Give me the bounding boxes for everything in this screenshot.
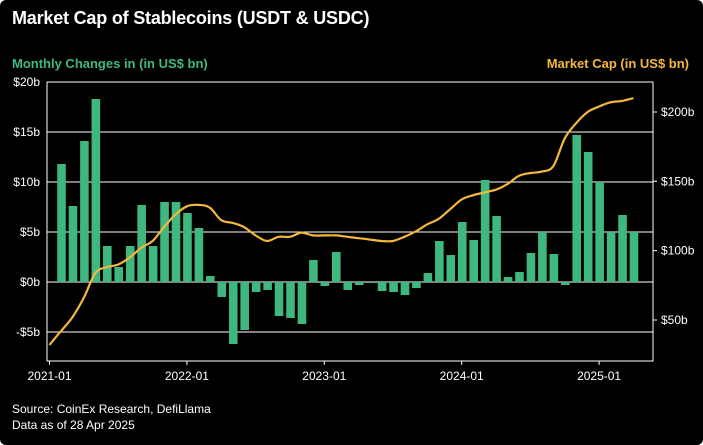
x-tick-label: 2025-01 <box>577 369 621 383</box>
bar-monthly-change <box>114 267 124 282</box>
bar-monthly-change <box>515 272 524 282</box>
bar-monthly-change <box>297 282 307 324</box>
bar-monthly-change <box>446 255 456 282</box>
bar-monthly-change <box>389 282 398 292</box>
bar-monthly-change <box>538 232 547 282</box>
right-tick-label: $150b <box>661 174 695 188</box>
bar-monthly-change <box>343 282 353 290</box>
left-tick-label: -$5b <box>16 325 40 339</box>
bar-monthly-change <box>377 282 387 291</box>
bar-monthly-change <box>629 232 639 282</box>
bar-monthly-change <box>125 246 135 282</box>
bar-monthly-change <box>148 246 158 282</box>
bar-monthly-change <box>561 282 570 285</box>
bar-monthly-change <box>332 252 341 282</box>
left-tick-label: $0b <box>20 275 40 289</box>
data-date-note: Data as of 28 Apr 2025 <box>12 418 135 432</box>
bar-monthly-change <box>228 282 238 344</box>
source-note: Source: CoinEx Research, DefiLlama <box>12 402 211 416</box>
market-cap-line <box>48 97 634 346</box>
left-tick-label: $15b <box>13 125 40 139</box>
bar-monthly-change <box>412 282 421 288</box>
right-tick-label: $100b <box>661 244 695 258</box>
bar-monthly-change <box>583 152 593 282</box>
bar-monthly-change <box>274 282 284 316</box>
bar-monthly-change <box>251 282 261 292</box>
left-tick-label: $20b <box>13 75 40 89</box>
bar-monthly-change <box>366 282 375 283</box>
bar-monthly-change <box>354 282 364 285</box>
x-tick-label: 2024-01 <box>440 369 484 383</box>
bar-monthly-change <box>160 202 169 282</box>
bar-monthly-change <box>320 282 330 286</box>
left-tick-label: $5b <box>20 225 40 239</box>
bar-monthly-change <box>206 276 215 282</box>
bar-monthly-change <box>286 282 295 318</box>
bar-monthly-change <box>469 240 478 282</box>
x-tick-label: 2021-01 <box>27 369 71 383</box>
bar-monthly-change <box>492 216 501 282</box>
plot-frame <box>46 81 654 362</box>
bar-monthly-change <box>309 260 318 282</box>
bar-monthly-change <box>263 282 272 290</box>
bar-monthly-change <box>572 135 582 282</box>
bar-monthly-change <box>423 273 433 282</box>
right-tick-label: $200b <box>661 105 695 119</box>
bar-monthly-change <box>57 164 66 282</box>
bar-monthly-change <box>183 213 192 282</box>
bar-monthly-change <box>503 277 513 282</box>
bar-monthly-change <box>480 180 490 282</box>
bar-monthly-change <box>240 282 249 330</box>
bar-monthly-change <box>194 228 204 282</box>
right-axis-title: Market Cap (in US$ bn) <box>546 56 689 71</box>
bar-monthly-change <box>103 246 112 282</box>
x-tick-label: 2022-01 <box>165 369 209 383</box>
left-tick-label: $10b <box>13 175 40 189</box>
x-tick-label: 2023-01 <box>302 369 346 383</box>
bar-monthly-change <box>606 232 616 282</box>
bar-monthly-change <box>457 222 467 282</box>
bar-monthly-change <box>618 215 627 282</box>
bar-monthly-change <box>91 99 101 282</box>
bar-monthly-change <box>595 182 604 282</box>
right-tick-label: $50b <box>661 313 688 327</box>
bar-monthly-change <box>137 205 146 282</box>
bar-monthly-change <box>80 141 89 282</box>
bar-monthly-change <box>217 282 227 297</box>
bar-monthly-change <box>400 282 410 295</box>
bar-monthly-change <box>435 241 444 282</box>
bar-monthly-change <box>171 202 181 282</box>
left-axis-title: Monthly Changes in (in US$ bn) <box>12 56 208 71</box>
chart-title: Market Cap of Stablecoins (USDT & USDC) <box>12 8 370 28</box>
bar-monthly-change <box>549 254 559 282</box>
bar-monthly-change <box>526 253 536 282</box>
bar-monthly-change <box>68 206 78 282</box>
